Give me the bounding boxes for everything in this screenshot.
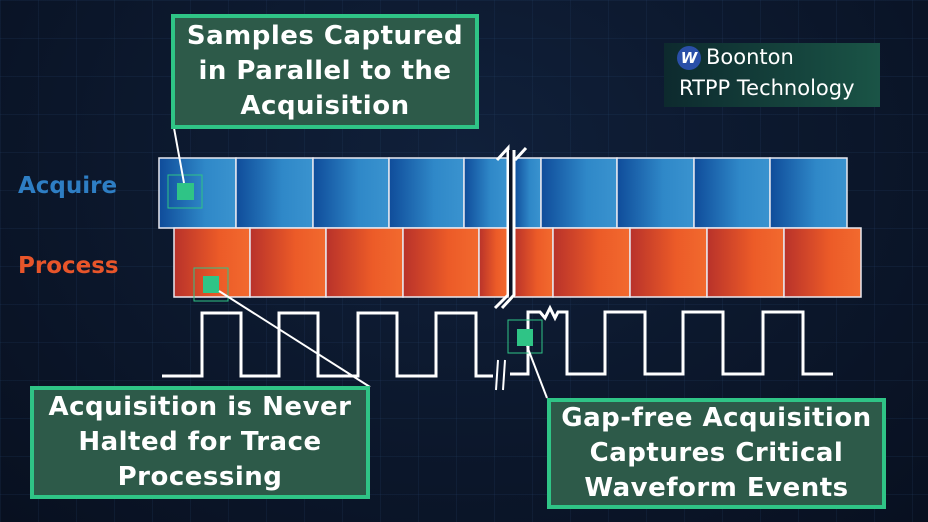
process-segment xyxy=(402,227,480,298)
acquire-segment xyxy=(235,157,314,229)
callout-text: Acquisition is Never Halted for Trace Pr… xyxy=(48,392,352,492)
process-segment xyxy=(513,227,554,298)
process-segment xyxy=(629,227,708,298)
callout-gap-free: Gap-free Acquisition Captures Critical W… xyxy=(547,398,886,509)
break-line xyxy=(493,144,510,310)
brand-name: Boonton xyxy=(706,45,794,69)
acquire-segment xyxy=(158,157,237,229)
leader-line xyxy=(218,290,371,388)
acquire-segment xyxy=(513,157,542,229)
process-segment xyxy=(783,227,862,298)
process-segment xyxy=(249,227,327,298)
sample-marker-process xyxy=(193,267,229,302)
acquire-segment xyxy=(616,157,695,229)
wave-break xyxy=(495,359,506,391)
acquire-segment xyxy=(463,157,509,229)
process-segment xyxy=(552,227,631,298)
process-bar xyxy=(173,227,862,298)
acquire-segment xyxy=(312,157,390,229)
process-segment xyxy=(478,227,509,298)
process-segment xyxy=(325,227,404,298)
brand-panel: W Boonton RTPP Technology xyxy=(664,43,880,107)
boonton-logo-icon: W xyxy=(677,46,701,70)
acquire-segment xyxy=(388,157,465,229)
break-line xyxy=(500,150,516,310)
break-marks xyxy=(493,144,528,391)
callout-text: Samples Captured in Parallel to the Acqu… xyxy=(186,21,464,121)
process-label: Process xyxy=(18,253,119,279)
callout-samples: Samples Captured in Parallel to the Acqu… xyxy=(171,14,479,129)
acquire-segment xyxy=(769,157,848,229)
leader-line xyxy=(173,127,185,184)
break-line xyxy=(513,146,528,162)
callout-text: Gap-free Acquisition Captures Critical W… xyxy=(561,403,872,503)
sample-marker-acquire xyxy=(167,174,203,209)
leader-line xyxy=(526,345,548,399)
square-wave-right xyxy=(510,304,833,376)
callout-never-halted: Acquisition is Never Halted for Trace Pr… xyxy=(30,386,370,499)
acquire-bar xyxy=(158,157,848,229)
acquire-label: Acquire xyxy=(18,173,118,199)
acquire-segment xyxy=(540,157,618,229)
brand-tagline: RTPP Technology xyxy=(679,76,855,100)
process-segment xyxy=(706,227,785,298)
square-wave-left xyxy=(162,311,493,378)
sample-marker-gap xyxy=(507,319,543,354)
acquire-segment xyxy=(693,157,771,229)
